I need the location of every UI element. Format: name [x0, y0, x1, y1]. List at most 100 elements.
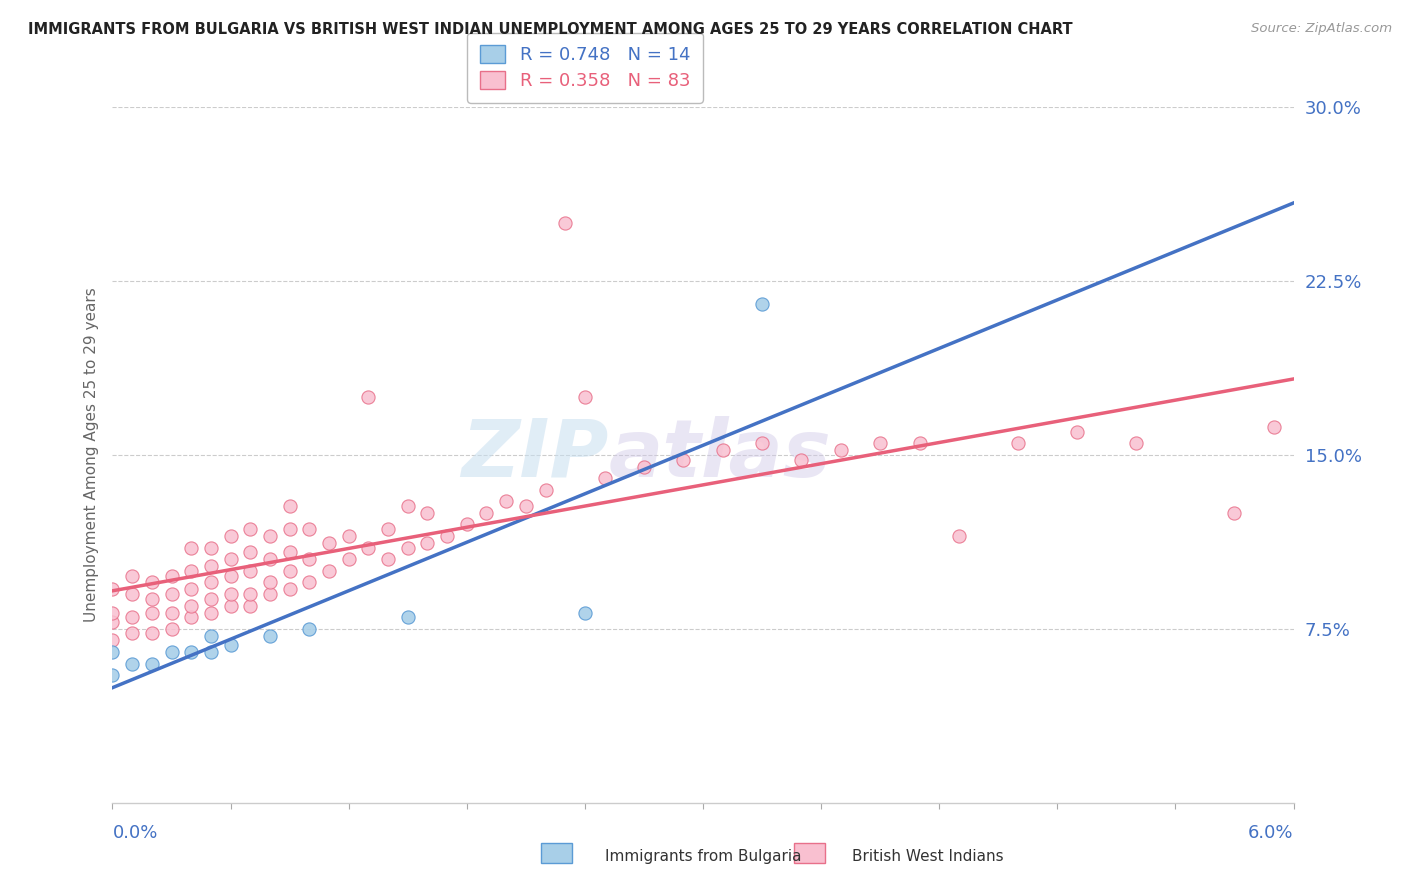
Point — [259, 575, 281, 590]
Point — [278, 545, 301, 559]
Text: IMMIGRANTS FROM BULGARIA VS BRITISH WEST INDIAN UNEMPLOYMENT AMONG AGES 25 TO 29: IMMIGRANTS FROM BULGARIA VS BRITISH WEST… — [28, 22, 1073, 37]
Point — [200, 575, 222, 590]
Point — [160, 645, 183, 659]
Point — [239, 587, 262, 601]
Point — [318, 536, 340, 550]
Point — [259, 587, 281, 601]
Point — [259, 552, 281, 566]
Point — [337, 529, 360, 543]
Point — [101, 645, 124, 659]
Point — [278, 564, 301, 578]
Point — [298, 622, 321, 636]
Point — [318, 564, 340, 578]
Point — [180, 582, 202, 597]
Point — [436, 529, 458, 543]
Point — [416, 506, 439, 520]
Point — [278, 499, 301, 513]
Point — [515, 499, 537, 513]
Point — [101, 582, 124, 597]
Text: Immigrants from Bulgaria: Immigrants from Bulgaria — [605, 849, 801, 863]
Point — [475, 506, 498, 520]
Point — [200, 606, 222, 620]
Point — [219, 599, 242, 613]
Point — [298, 522, 321, 536]
Point — [239, 545, 262, 559]
Point — [219, 587, 242, 601]
Point — [377, 522, 399, 536]
Text: ZIP: ZIP — [461, 416, 609, 494]
Point — [1223, 506, 1246, 520]
Point — [593, 471, 616, 485]
Point — [337, 552, 360, 566]
Point — [101, 615, 124, 629]
Point — [869, 436, 891, 450]
Point — [200, 629, 222, 643]
Point — [160, 622, 183, 636]
Point — [259, 529, 281, 543]
Legend: R = 0.748   N = 14, R = 0.358   N = 83: R = 0.748 N = 14, R = 0.358 N = 83 — [467, 33, 703, 103]
Point — [456, 517, 478, 532]
Point — [121, 610, 143, 624]
Point — [180, 564, 202, 578]
FancyBboxPatch shape — [794, 843, 825, 863]
Point — [711, 443, 734, 458]
Point — [948, 529, 970, 543]
Point — [141, 591, 163, 606]
Point — [672, 452, 695, 467]
Point — [121, 626, 143, 640]
Point — [377, 552, 399, 566]
Point — [219, 638, 242, 652]
Point — [259, 629, 281, 643]
Point — [908, 436, 931, 450]
Point — [141, 657, 163, 671]
Text: Source: ZipAtlas.com: Source: ZipAtlas.com — [1251, 22, 1392, 36]
Point — [160, 568, 183, 582]
Point — [219, 529, 242, 543]
Point — [298, 552, 321, 566]
Point — [219, 552, 242, 566]
Point — [554, 216, 576, 230]
Point — [160, 587, 183, 601]
Point — [633, 459, 655, 474]
Point — [416, 536, 439, 550]
Point — [357, 390, 380, 404]
Point — [200, 541, 222, 555]
Point — [219, 568, 242, 582]
Point — [200, 591, 222, 606]
Point — [1066, 425, 1088, 439]
Point — [534, 483, 557, 497]
Y-axis label: Unemployment Among Ages 25 to 29 years: Unemployment Among Ages 25 to 29 years — [83, 287, 98, 623]
Point — [141, 606, 163, 620]
Point — [830, 443, 852, 458]
FancyBboxPatch shape — [541, 843, 572, 863]
Point — [495, 494, 517, 508]
Point — [1007, 436, 1029, 450]
Point — [160, 606, 183, 620]
Point — [180, 599, 202, 613]
Point — [101, 633, 124, 648]
Text: 6.0%: 6.0% — [1249, 823, 1294, 842]
Text: British West Indians: British West Indians — [852, 849, 1004, 863]
Point — [239, 599, 262, 613]
Point — [278, 582, 301, 597]
Point — [141, 575, 163, 590]
Point — [396, 610, 419, 624]
Point — [239, 522, 262, 536]
Point — [200, 559, 222, 574]
Point — [239, 564, 262, 578]
Point — [200, 645, 222, 659]
Point — [751, 436, 773, 450]
Point — [751, 297, 773, 311]
Point — [101, 606, 124, 620]
Point — [141, 626, 163, 640]
Point — [396, 499, 419, 513]
Point — [180, 645, 202, 659]
Point — [298, 575, 321, 590]
Point — [278, 522, 301, 536]
Point — [121, 568, 143, 582]
Point — [396, 541, 419, 555]
Point — [1125, 436, 1147, 450]
Point — [357, 541, 380, 555]
Point — [101, 668, 124, 682]
Point — [121, 657, 143, 671]
